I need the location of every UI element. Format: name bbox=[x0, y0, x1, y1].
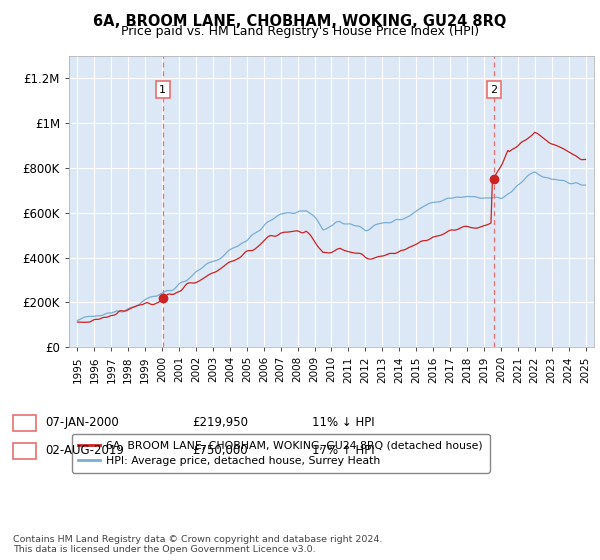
Text: 2: 2 bbox=[490, 85, 497, 95]
Text: 17% ↑ HPI: 17% ↑ HPI bbox=[312, 444, 374, 458]
Text: 02-AUG-2019: 02-AUG-2019 bbox=[45, 444, 124, 458]
Text: £750,000: £750,000 bbox=[192, 444, 248, 458]
Text: £219,950: £219,950 bbox=[192, 416, 248, 430]
Legend: 6A, BROOM LANE, CHOBHAM, WOKING, GU24 8RQ (detached house), HPI: Average price, : 6A, BROOM LANE, CHOBHAM, WOKING, GU24 8R… bbox=[72, 434, 490, 473]
Text: Price paid vs. HM Land Registry's House Price Index (HPI): Price paid vs. HM Land Registry's House … bbox=[121, 25, 479, 38]
Text: 1: 1 bbox=[160, 85, 166, 95]
Text: 6A, BROOM LANE, CHOBHAM, WOKING, GU24 8RQ: 6A, BROOM LANE, CHOBHAM, WOKING, GU24 8R… bbox=[94, 14, 506, 29]
Text: 11% ↓ HPI: 11% ↓ HPI bbox=[312, 416, 374, 430]
Text: 07-JAN-2000: 07-JAN-2000 bbox=[45, 416, 119, 430]
Text: 2: 2 bbox=[21, 444, 28, 458]
Text: Contains HM Land Registry data © Crown copyright and database right 2024.
This d: Contains HM Land Registry data © Crown c… bbox=[13, 535, 383, 554]
Text: 1: 1 bbox=[21, 416, 28, 430]
